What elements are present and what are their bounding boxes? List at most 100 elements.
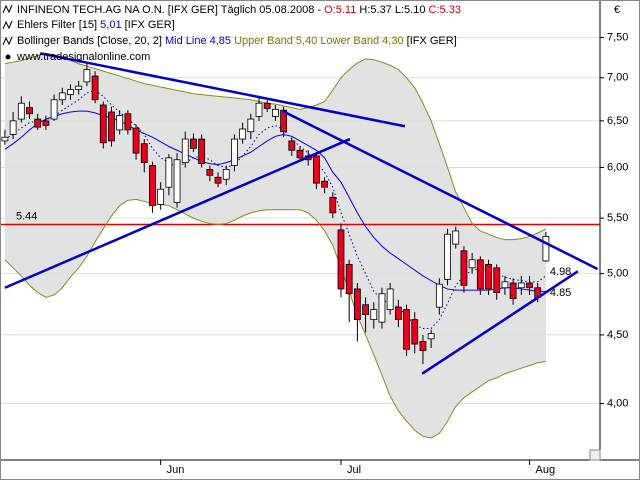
candle-body xyxy=(1,136,9,142)
candle-body xyxy=(231,138,238,166)
candle-body xyxy=(427,333,435,340)
candle-body xyxy=(214,176,222,184)
candle-body xyxy=(444,233,451,280)
x-tick-label: Jul xyxy=(347,464,361,476)
y-tick-label: 6,00 xyxy=(607,161,628,173)
candle-body xyxy=(140,143,148,164)
candle-body xyxy=(34,118,42,128)
candle-body xyxy=(526,282,533,289)
candle-body xyxy=(26,107,33,115)
scroll-box xyxy=(589,449,601,461)
legend-name: Upper Band xyxy=(234,35,293,47)
candle-body xyxy=(394,306,402,321)
x-tick-label: Aug xyxy=(536,464,556,476)
legend-source: [IFX GER] xyxy=(125,19,175,31)
trendline xyxy=(421,270,579,375)
legend-value: 4,85 xyxy=(210,35,231,47)
candle-body xyxy=(509,282,517,299)
indicator-line xyxy=(4,110,546,292)
legend-bollinger: Bollinger Bands [Close, 20, 2] Mid Line … xyxy=(17,35,457,47)
candle-body xyxy=(485,263,492,290)
candle-body xyxy=(99,104,107,144)
close: C:5.33 xyxy=(429,4,461,16)
candle-body xyxy=(255,102,263,117)
candle-body xyxy=(198,138,206,164)
candle-body xyxy=(247,118,255,133)
indicator-line xyxy=(4,198,546,439)
candle-body xyxy=(460,250,468,286)
candle-body xyxy=(337,229,345,290)
candle-body xyxy=(157,188,165,205)
trendline xyxy=(4,137,351,289)
candle-body xyxy=(296,149,304,159)
horizontal-line-label: 5.44 xyxy=(16,210,37,222)
candle-body xyxy=(181,138,189,164)
candle-body xyxy=(190,138,197,149)
legend-name: Ehlers Filter [15] xyxy=(17,19,97,31)
band-fill xyxy=(4,53,546,438)
candle-body xyxy=(452,230,460,245)
watermark: www.tradesignalonline.com xyxy=(16,51,150,63)
candle-body xyxy=(411,319,419,345)
low: L:5.10 xyxy=(395,4,426,16)
candle-body xyxy=(321,180,328,188)
candle-body xyxy=(75,85,83,90)
legend-ehlers: Ehlers Filter [15] 5,01 [IFX GER] xyxy=(17,19,175,31)
icon xyxy=(2,4,13,14)
legend-value: 4,30 xyxy=(382,35,403,47)
candle-body xyxy=(67,89,74,96)
legend-name: Mid Line xyxy=(165,35,207,47)
candle-body xyxy=(206,169,214,176)
candle-body xyxy=(419,341,427,352)
candle-body xyxy=(362,304,369,315)
candle-body xyxy=(386,288,394,311)
candle-body xyxy=(263,102,271,109)
currency: € xyxy=(614,4,620,16)
y-tick-label: 4,50 xyxy=(607,329,628,341)
candle-body xyxy=(272,108,279,117)
high: H:5.37 xyxy=(359,4,391,16)
candle-body xyxy=(493,267,501,293)
candle-body xyxy=(83,69,91,83)
candle-body xyxy=(288,140,296,151)
y-tick-label: 5,00 xyxy=(607,268,628,280)
candle-body xyxy=(9,120,17,135)
y-tick-label: 6,50 xyxy=(607,115,628,127)
legend-name: Lower Band xyxy=(320,35,379,47)
candle-body xyxy=(501,281,509,289)
end-label: 4.85 xyxy=(550,287,571,299)
legend-name: Bollinger Bands [Close, 20, 2] xyxy=(17,35,162,47)
candle-body xyxy=(17,102,25,120)
legend-source: [IFX GER] xyxy=(407,35,457,47)
candle-body xyxy=(329,196,337,214)
period: Täglich 05.08.2008 - xyxy=(221,4,322,16)
candle-body xyxy=(42,120,50,126)
candle-body xyxy=(435,283,443,308)
candle-body xyxy=(403,309,410,350)
candle-body xyxy=(91,75,99,101)
candle-body xyxy=(173,159,181,203)
candle-body xyxy=(124,113,132,131)
candle-body xyxy=(312,155,320,184)
candle-body xyxy=(378,293,386,323)
trendline xyxy=(39,52,406,128)
icon xyxy=(2,20,13,30)
y-tick-label: 7,50 xyxy=(607,31,628,43)
legend-value: 5,40 xyxy=(296,35,317,47)
candle-body xyxy=(517,282,525,289)
candle-body xyxy=(222,169,230,180)
y-tick-label: 4,00 xyxy=(607,397,628,409)
end-label: 4.98 xyxy=(550,266,571,278)
candle-body xyxy=(468,259,476,269)
icon xyxy=(5,54,11,60)
y-tick-label: 7,00 xyxy=(607,72,628,84)
candle-body xyxy=(165,157,173,188)
candle-body xyxy=(108,111,115,142)
candle-body xyxy=(370,309,378,321)
trendline xyxy=(282,109,599,271)
open: O:5.11 xyxy=(324,4,356,16)
x-tick-label: Jun xyxy=(167,464,185,476)
candle-body xyxy=(353,288,361,321)
candle-body xyxy=(542,235,550,262)
header: INFINEON TECH.AG NA O.N. [IFX GER] Tägli… xyxy=(17,4,461,16)
